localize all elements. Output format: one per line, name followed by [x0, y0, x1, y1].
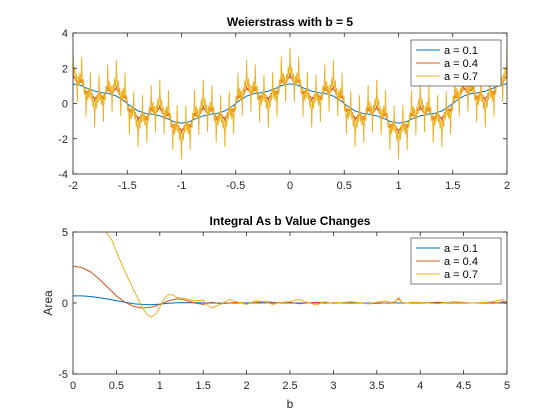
bottom-y-tick-label: 0	[62, 298, 68, 310]
top-legend[interactable]: a = 0.1 a = 0.4 a = 0.7	[411, 40, 501, 86]
top-x-tick-label: -1	[177, 180, 187, 192]
top-x-tick-label: -1.5	[118, 180, 137, 192]
bottom-chart-title: Integral As b Value Changes	[210, 214, 371, 228]
bottom-x-tick-label: 2	[244, 380, 250, 392]
bottom-x-tick-label: 4	[417, 380, 423, 392]
top-x-tick-label: 2	[504, 180, 510, 192]
bottom-x-tick-label: 0.5	[109, 380, 124, 392]
bottom-x-tick-label: 3.5	[369, 380, 384, 392]
top-subplot: Weierstrass with b = 5 -2 -1.5 -1 -0.5 0 0.5 1…	[58, 15, 510, 192]
top-x-tick-label: 1.5	[445, 180, 460, 192]
bottom-x-tick-label: 1	[157, 380, 163, 392]
top-legend-label-0: a = 0.1	[444, 45, 478, 57]
bottom-legend-label-1: a = 0.4	[444, 256, 478, 268]
top-x-tick-label: 0	[287, 180, 293, 192]
bottom-x-tick-label: 2.5	[282, 380, 297, 392]
top-x-tick-label: -2	[68, 180, 78, 192]
top-legend-label-1: a = 0.4	[444, 58, 478, 70]
top-chart-title: Weierstrass with b = 5	[227, 15, 353, 29]
bottom-x-tick-label: 0	[70, 380, 76, 392]
bottom-x-axis-label: b	[287, 397, 294, 411]
bottom-x-tick-label: 1.5	[196, 380, 211, 392]
bottom-y-tick-label: -5	[58, 369, 68, 381]
bottom-x-tick-label: 3	[330, 380, 336, 392]
bottom-y-tick-label: 5	[62, 227, 68, 239]
bottom-legend-label-2: a = 0.7	[444, 269, 478, 281]
top-y-tick-label: 0	[62, 99, 68, 111]
top-x-tick-label: 1	[395, 180, 401, 192]
bottom-legend-label-0: a = 0.1	[444, 243, 478, 255]
top-x-tick-label: -0.5	[226, 180, 245, 192]
top-y-tick-label: -2	[58, 134, 68, 146]
top-x-tick-label: 0.5	[337, 180, 352, 192]
bottom-x-tick-label: 4.5	[456, 380, 471, 392]
top-legend-label-2: a = 0.7	[444, 71, 478, 83]
top-y-tick-label: 4	[62, 28, 68, 40]
bottom-legend[interactable]: a = 0.1 a = 0.4 a = 0.7	[411, 238, 501, 284]
bottom-y-axis-label: Area	[41, 290, 55, 316]
bottom-x-tick-label: 5	[504, 380, 510, 392]
top-y-tick-label: -4	[58, 169, 68, 181]
top-y-tick-label: 2	[62, 63, 68, 75]
